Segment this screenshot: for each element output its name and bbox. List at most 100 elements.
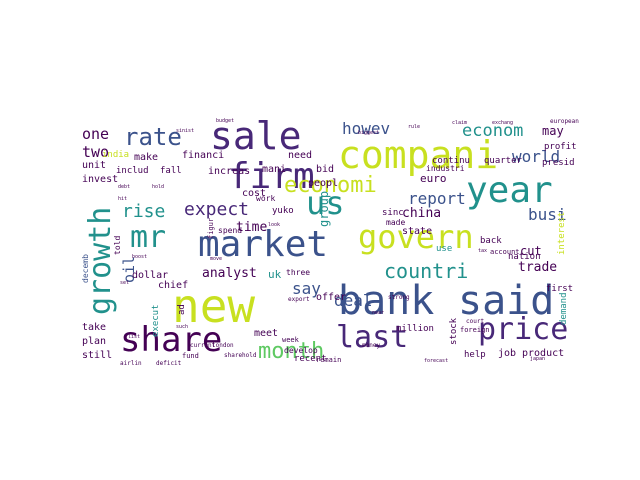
word-euro: euro: [420, 172, 447, 185]
word-countri: countri: [384, 259, 469, 283]
word-claim: claim: [452, 120, 468, 126]
word-look: look: [268, 222, 281, 228]
word-mr: month: [258, 339, 325, 364]
word-japan: japan: [530, 356, 546, 362]
word-deficit: deficit: [156, 360, 182, 367]
word-biggest: biggest: [358, 130, 380, 136]
word-continu: continu: [432, 156, 470, 166]
word-may: may: [542, 124, 564, 138]
word-forecast: forecast: [424, 358, 449, 364]
word-stock: stock: [449, 317, 459, 345]
word-recent: recent: [294, 354, 327, 364]
word-told: told: [113, 235, 122, 255]
word-said: said: [458, 278, 555, 324]
word-fall: fall: [160, 166, 182, 176]
word-uk: uk: [268, 268, 282, 281]
word-firm: firm: [228, 156, 315, 197]
word-world: world: [512, 147, 561, 166]
word-move: move: [210, 256, 223, 262]
word-econom: econom: [462, 121, 524, 141]
word-made: made: [386, 218, 406, 227]
word-take: take: [82, 322, 107, 333]
word-decemb: decemb: [81, 254, 90, 283]
word-quarter: quarter: [484, 156, 522, 166]
word-near: near: [372, 310, 385, 316]
word-spend: spend: [218, 226, 243, 235]
word-nation: nation: [508, 252, 541, 262]
word-india: india: [102, 150, 130, 160]
word-share: share: [120, 320, 223, 360]
word-foreign: foreign: [460, 326, 490, 334]
word-london: london: [212, 342, 234, 349]
word-compani: compani: [338, 133, 499, 177]
word-develop: develop: [284, 346, 318, 355]
word-first: first: [546, 284, 574, 294]
word-industri: industri: [426, 164, 465, 173]
word-deal: deal: [334, 291, 373, 310]
word-govern: govern: [358, 218, 474, 256]
word-say: say: [292, 279, 321, 298]
word-expect: expect: [184, 199, 250, 220]
word-financi: financi: [182, 150, 225, 161]
word-market: market: [198, 224, 329, 265]
word-work: work: [256, 194, 276, 203]
word-hit: hit: [118, 196, 128, 202]
word-yuko: yuko: [272, 206, 294, 216]
word-need: need: [288, 150, 313, 161]
word-million: million: [396, 324, 434, 334]
word-list: list: [128, 334, 141, 340]
word-bid: bid: [316, 164, 335, 175]
word-court: court: [466, 318, 485, 325]
word-growth: growth: [83, 206, 118, 315]
word-debt: debt: [118, 184, 131, 190]
word-invest: invest: [82, 174, 119, 185]
word-week: week: [282, 336, 299, 344]
word-cut: cut: [520, 244, 542, 258]
word-mr2: mr: [130, 220, 167, 255]
word-still: still: [82, 350, 113, 361]
word-mani: mani: [262, 164, 287, 175]
word-year: year: [466, 170, 553, 211]
word-strong: strong: [388, 294, 410, 301]
word-time: time: [236, 220, 268, 235]
word-trade: trade: [518, 260, 558, 275]
word-presid: presid: [542, 158, 575, 168]
word-increas: increas: [208, 166, 251, 177]
word-chief: chief: [158, 280, 189, 291]
word-interest: interest: [557, 211, 567, 255]
word-make: make: [134, 152, 159, 163]
word-airlin: airlin: [120, 360, 142, 367]
word-profit: profit: [544, 142, 577, 152]
word-group: group: [317, 190, 331, 227]
word-ad: ad: [177, 304, 187, 315]
word-product: product: [522, 348, 565, 359]
word-china: china: [402, 206, 442, 221]
word-boost: boost: [132, 254, 148, 260]
word-export: export: [288, 296, 310, 303]
word-sale: sale: [210, 115, 302, 158]
word-set: set: [120, 280, 130, 286]
word-back: back: [480, 236, 502, 246]
word-howev: howev: [342, 119, 391, 138]
word-offer: offer: [316, 292, 347, 303]
word-us: us: [306, 184, 345, 222]
word-economi: economi: [284, 173, 377, 198]
word-new: new: [172, 279, 256, 333]
word-rate: rate: [124, 123, 182, 151]
word-sinist: sinist: [176, 128, 195, 134]
word-two: two: [82, 143, 110, 161]
word-help: help: [464, 350, 486, 360]
word-remain: remain: [316, 356, 342, 364]
word-figur: figur: [207, 217, 215, 239]
word-job: job: [498, 348, 517, 359]
word-three: three: [286, 268, 311, 277]
word-dollar: dollar: [132, 270, 169, 281]
word-account: account: [490, 248, 520, 256]
word-bank: bank: [338, 278, 435, 324]
word-cloud: new bank said share compani sale firm ma…: [80, 115, 581, 367]
word-sinc: sinc: [382, 208, 404, 218]
word-budget: budget: [216, 118, 235, 124]
word-exchang: exchang: [492, 120, 514, 126]
word-peopl: peopl: [308, 178, 339, 189]
word-meet: meet: [254, 328, 279, 339]
